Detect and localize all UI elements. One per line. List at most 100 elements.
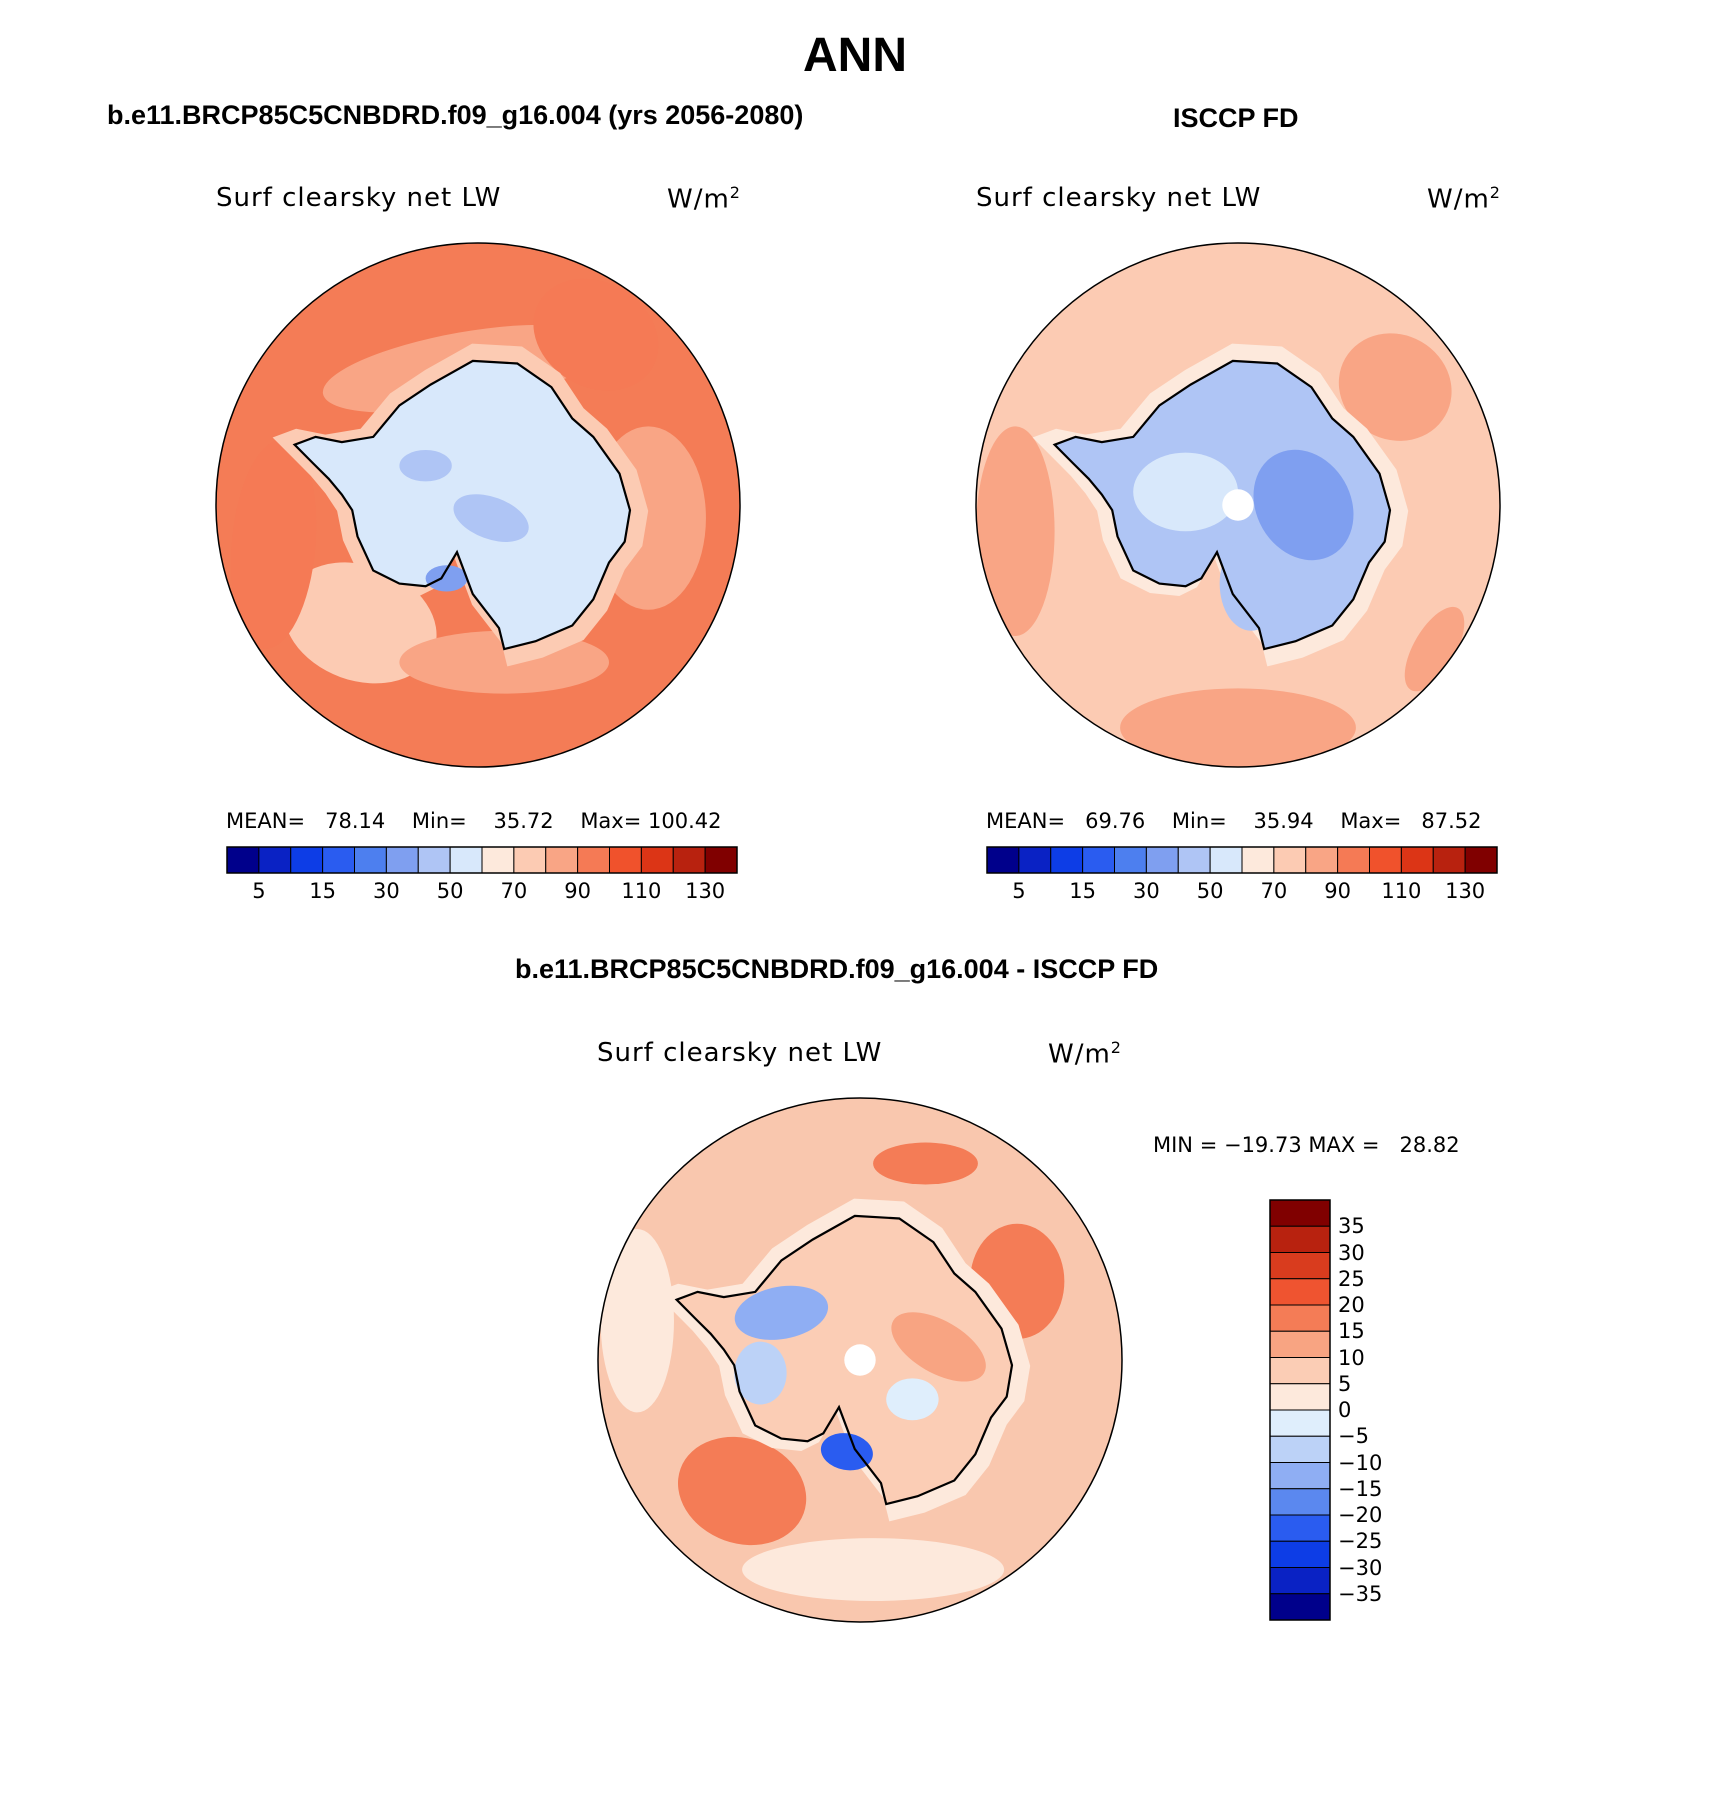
ref-colorbar-tick-label: 15 (1069, 879, 1096, 903)
test-colorbar-swatch (226, 846, 260, 874)
diff-colorbar-swatch (1269, 1435, 1331, 1463)
test-map-border (215, 242, 741, 768)
ref-units-label: W/m2 (1427, 183, 1501, 215)
ref-colorbar-swatch (1145, 846, 1179, 874)
test-colorbar-swatch (513, 846, 547, 874)
diff-colorbar-swatch (1269, 1357, 1331, 1385)
diff-colorbar-tick-label: 35 (1338, 1214, 1365, 1239)
test-colorbar-tick-label: 110 (621, 879, 662, 903)
diff-colorbar-tick-label: 20 (1338, 1293, 1365, 1317)
ref-colorbar-swatch (1432, 846, 1466, 874)
test-colorbar-swatch (449, 846, 483, 874)
test-contour-region (453, 494, 529, 542)
figure-title: ANN (803, 29, 907, 82)
diff-colorbar-swatch (1269, 1225, 1331, 1253)
test-colorbar-swatch (609, 846, 642, 874)
diff-pole-hole (844, 1344, 876, 1376)
test-units-label: W/m2 (667, 183, 741, 215)
ref-contour-region (1338, 333, 1452, 441)
ref-colorbar-swatch (1400, 846, 1434, 874)
ref-colorbar-tick-label: 90 (1324, 879, 1351, 903)
diff-colorbar-tick-label: −30 (1338, 1555, 1383, 1580)
diff-colorbar-swatch (1269, 1409, 1331, 1437)
diff-colorbar-tick-label: −5 (1338, 1424, 1369, 1449)
ref-coastline (1052, 359, 1392, 651)
test-colorbar-tick-label: 90 (564, 879, 591, 903)
diff-colorbar-swatch (1269, 1278, 1331, 1306)
diff-colorbar-tick-label: −20 (1338, 1503, 1383, 1527)
test-colorbar-swatch (417, 846, 451, 874)
test-colorbar-tick-label: 15 (309, 879, 336, 903)
test-colorbar-swatch (704, 846, 738, 874)
test-coastline (292, 359, 632, 651)
test-contour-region (399, 449, 452, 482)
test-colorbar-swatch (481, 846, 515, 874)
diff-contour-region (742, 1538, 1005, 1602)
test-contour-region (425, 565, 468, 592)
test-contour-region (533, 278, 659, 391)
diff-colorbar-swatch (1269, 1540, 1331, 1568)
ref-colorbar-tick-label: 130 (1445, 879, 1486, 903)
ref-colorbar-tick-label: 110 (1381, 879, 1422, 903)
ref-colorbar-tick-label: 70 (1260, 879, 1288, 903)
ref-colorbar-tick-label: 5 (1012, 879, 1026, 903)
ref-contour-region (976, 426, 1055, 636)
diff-colorbar-tick-label: −25 (1338, 1529, 1383, 1554)
ref-variable-label: Surf clearsky net LW (976, 183, 1262, 213)
diff-colorbar-tick-label: −15 (1338, 1476, 1383, 1501)
diff-colorbar-tick-label: −10 (1338, 1450, 1383, 1475)
ref-colorbar-swatch (1464, 846, 1498, 874)
ref-colorbar-swatch (1114, 846, 1147, 874)
ref-colorbar-frame (986, 846, 1498, 874)
ref-colorbar-swatch (1241, 846, 1275, 874)
diff-map-border (597, 1097, 1123, 1623)
diff-contour-region (891, 1312, 986, 1382)
ref-contour-region (1120, 688, 1356, 767)
test-colorbar-swatch (385, 846, 419, 874)
diff-colorbar-frame (1269, 1199, 1331, 1621)
ref-colorbar-swatch (1018, 846, 1052, 874)
test-colorbar-tick-label: 50 (436, 879, 464, 903)
ref-colorbar-swatch (1305, 846, 1339, 874)
test-colorbar-tick-label: 5 (252, 879, 266, 903)
diff-colorbar-tick-label: 30 (1338, 1240, 1365, 1265)
diff-contour-region (873, 1142, 978, 1185)
test-stats: MEAN= 78.14 Min= 35.72 Max= 100.42 (226, 809, 722, 833)
diff-colorbar-tick-label: −35 (1338, 1581, 1383, 1606)
diff-coastline (674, 1214, 1014, 1506)
diff-contour-region (734, 1341, 787, 1405)
diff-colorbar-swatch (1269, 1383, 1331, 1411)
ref-contour-region (1253, 449, 1354, 561)
test-colorbar-swatch (672, 846, 706, 874)
ref-colorbar-swatch (1273, 846, 1307, 874)
diff-colorbar-swatch (1269, 1330, 1331, 1358)
diff-minmax: MIN = −19.73 MAX = 28.82 (1153, 1133, 1460, 1157)
ref-colorbar-swatch (1337, 846, 1370, 874)
diff-colorbar-tick-label: 25 (1338, 1266, 1365, 1291)
diff-colorbar-tick-label: 0 (1338, 1398, 1352, 1422)
test-colorbar-swatch (640, 846, 674, 874)
diff-colorbar-swatch (1269, 1488, 1331, 1516)
ref-colorbar-swatch (1050, 846, 1084, 874)
ref-panel-title: ISCCP FD (1173, 103, 1299, 133)
ref-map (975, 242, 1501, 768)
test-colorbar-tick-label: 70 (500, 879, 528, 903)
ref-contour-region (1133, 452, 1238, 532)
ref-stats: MEAN= 69.76 Min= 35.94 Max= 87.52 (986, 809, 1482, 833)
test-map (215, 242, 741, 768)
diff-colorbar-swatch (1269, 1593, 1331, 1621)
diff-colorbar-tick-label: 10 (1338, 1345, 1365, 1370)
ref-colorbar-tick-label: 50 (1196, 879, 1224, 903)
test-colorbar-frame (226, 846, 738, 874)
test-colorbar-swatch (322, 846, 355, 874)
test-contour-region (230, 439, 317, 649)
test-colorbar (226, 846, 738, 874)
test-variable-label: Surf clearsky net LW (216, 183, 502, 213)
test-colorbar-swatch (258, 846, 292, 874)
diff-colorbar-swatch (1269, 1462, 1331, 1490)
test-colorbar-tick-label: 30 (373, 879, 400, 903)
ref-contour-region (1219, 536, 1283, 631)
ref-colorbar-tick-label: 30 (1133, 879, 1160, 903)
diff-colorbar (1269, 1199, 1331, 1621)
ref-pole-hole (1222, 489, 1254, 521)
